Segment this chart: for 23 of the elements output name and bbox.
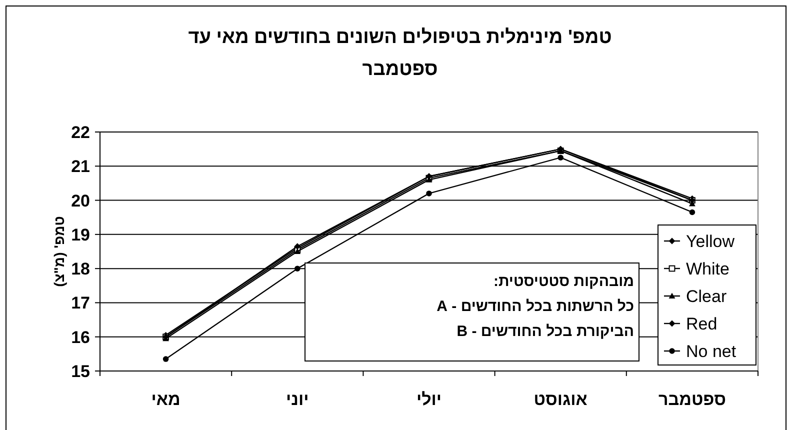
y-tick-label: 22 — [71, 123, 90, 142]
x-tick-label: אוגוסט — [534, 390, 588, 409]
legend-label: No net — [686, 342, 736, 361]
annotation: כל הרשתות בכל החודשים - A — [436, 297, 634, 317]
y-tick-label: 16 — [71, 328, 90, 347]
y-axis-title: טמפ' (מ"צ) — [51, 216, 67, 287]
x-tick-label: יולי — [416, 390, 442, 409]
y-tick-label: 17 — [71, 294, 90, 313]
y-tick-label: 20 — [71, 191, 90, 210]
legend-label: Clear — [686, 287, 727, 306]
y-tick-label: 21 — [71, 157, 90, 176]
x-tick-label: מאי — [151, 390, 180, 409]
y-tick-label: 15 — [71, 362, 90, 381]
title: טמפ' מינימלית בטיפולים השונים בחודשים מאי עד ספטמבר — [187, 26, 613, 82]
x-tick-label: יוני — [286, 390, 309, 409]
annotation: מובהקות סטטיסטית: — [492, 272, 634, 292]
annotation: הביקורת בכל החודשים - B — [456, 322, 634, 342]
legend-label: Red — [686, 314, 718, 334]
legend-label: Yellow — [686, 232, 736, 251]
y-tick-label: 19 — [71, 225, 90, 244]
y-tick-label: 18 — [71, 260, 90, 279]
legend-label: White — [686, 260, 730, 278]
x-tick-label: ספטמבר — [658, 390, 726, 409]
